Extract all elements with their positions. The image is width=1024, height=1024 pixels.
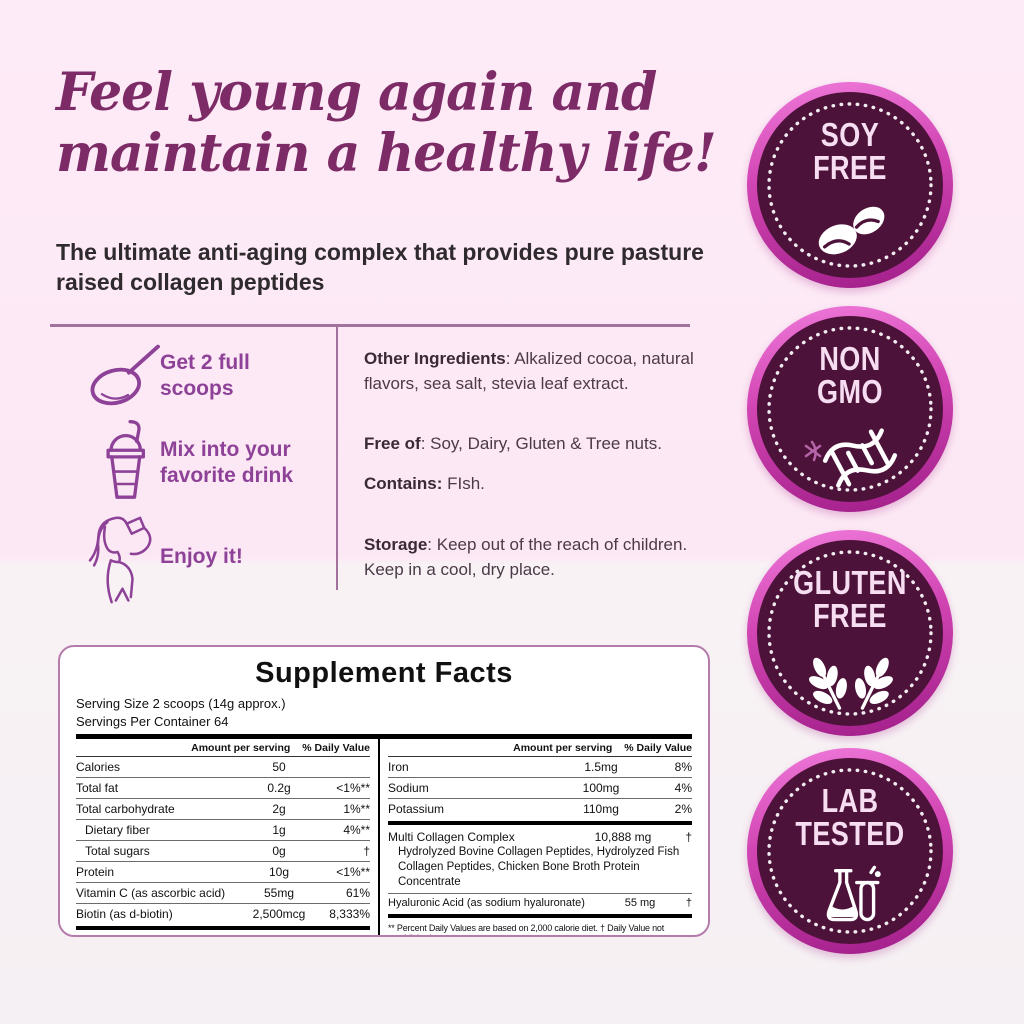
multi-collagen-ingredients: Hydrolyzed Bovine Collagen Peptides, Hyd… [398, 846, 680, 888]
page-subtitle: The ultimate anti-aging complex that pro… [56, 239, 704, 296]
contains-text: Contains: FIsh. [364, 472, 696, 497]
table-row: Dietary fiber 1g 4%** [76, 819, 370, 840]
step-label-scoops: Get 2 full scoops [160, 351, 250, 401]
badge-soy-free: SOY FREE [747, 82, 953, 288]
table-bottom-bar [388, 913, 692, 918]
badge-gluten-free: GLUTEN FREE [747, 530, 953, 736]
table-bottom-bar [76, 926, 370, 931]
lab-flask-icon [747, 864, 953, 933]
dna-icon [747, 422, 953, 493]
free-of-text: Free of: Soy, Dairy, Gluten & Tree nuts. [364, 432, 696, 457]
vertical-divider [336, 326, 338, 590]
serving-size: Serving Size 2 scoops (14g approx.) [76, 696, 286, 711]
step-label-mix: Mix into your favorite drink [160, 438, 294, 488]
storage-text: Storage: Keep out of the reach of childr… [364, 533, 696, 582]
table-row: Total fat 0.2g <1%** [76, 777, 370, 798]
info-value: : Alkalized cocoa, natural flavors, sea … [364, 349, 694, 393]
info-value: : Soy, Dairy, Gluten & Tree nuts. [420, 434, 662, 453]
table-row: Protein 10g <1%** [76, 861, 370, 882]
info-label: Other Ingredients [364, 349, 506, 368]
table-row: Calories 50 [76, 760, 286, 775]
column-header: Amount per serving % Daily Value [388, 739, 692, 758]
daily-value-footnote: ** Percent Daily Values are based on 2,0… [388, 922, 665, 935]
dotted-ring [767, 550, 933, 716]
step-label-enjoy: Enjoy it! [160, 545, 243, 568]
wheat-icon [747, 646, 953, 719]
scoop-icon [86, 342, 164, 413]
badge-line2: TESTED [795, 815, 905, 852]
table-top-bar [76, 734, 692, 740]
badge-line1: NON [819, 340, 881, 377]
badge-lab-tested: LAB TESTED [747, 748, 953, 954]
table-row: Potassium 110mg 2% [388, 798, 692, 819]
info-value: FIsh. [442, 474, 485, 493]
badge-line2: GMO [817, 373, 883, 410]
badge-disc [757, 540, 943, 726]
info-label: Storage [364, 535, 428, 554]
badge-line1: GLUTEN [793, 564, 907, 601]
table-row-multi-collagen: Multi Collagen Complex 10,888 mg † [388, 830, 692, 845]
other-ingredients-text: Other Ingredients: Alkalized cocoa, natu… [364, 347, 696, 396]
facts-right-column: Amount per serving % Daily Value Iron 1.… [378, 739, 692, 935]
header-daily-value: % Daily Value [302, 742, 370, 755]
table-row: Sodium 100mg 4% [388, 777, 692, 798]
table-row: Vitamin C (as ascorbic acid) 55mg 61% [76, 882, 370, 903]
info-label: Contains: [364, 474, 443, 493]
table-row: Biotin (as d-biotin) 2,500mcg 8,333% [76, 903, 370, 924]
woman-drinking-icon [74, 512, 166, 613]
horizontal-divider [50, 324, 690, 327]
soybean-icon [747, 198, 953, 265]
drink-cup-icon [92, 418, 158, 511]
dotted-ring [767, 768, 933, 934]
column-header: Amount per serving % Daily Value [76, 739, 370, 758]
facts-left-column: Amount per serving % Daily Value Calorie… [76, 739, 378, 935]
badge-line1: SOY [820, 116, 880, 153]
table-row: Total carbohydrate 2g 1%** [76, 798, 370, 819]
table-row-hyaluronic: Hyaluronic Acid (as sodium hyaluronate) … [388, 892, 692, 912]
servings-per-container: Servings Per Container 64 [76, 714, 229, 730]
table-row: Total sugars 0g † [76, 840, 370, 861]
table-section-bar [388, 821, 692, 826]
info-label: Free of [364, 434, 421, 453]
table-row: Iron 1.5mg 8% [388, 760, 692, 775]
badge-line1: LAB [821, 782, 879, 819]
info-value: : Keep out of the reach of children. Kee… [364, 535, 688, 579]
supplement-facts-title: Supplement Facts [255, 657, 513, 689]
dotted-ring [767, 102, 933, 268]
badge-line2: FREE [813, 597, 887, 634]
supplement-facts-panel: Supplement Facts Serving Size 2 scoops (… [58, 645, 710, 937]
dotted-ring [767, 326, 933, 492]
badge-line2: FREE [813, 149, 887, 186]
badge-non-gmo: NON GMO [747, 306, 953, 512]
header-amount: Amount per serving [513, 742, 613, 755]
header-amount: Amount per serving [191, 742, 291, 755]
header-daily-value: % Daily Value [624, 742, 692, 755]
page-title: Feel young again and maintain a healthy … [56, 62, 717, 185]
